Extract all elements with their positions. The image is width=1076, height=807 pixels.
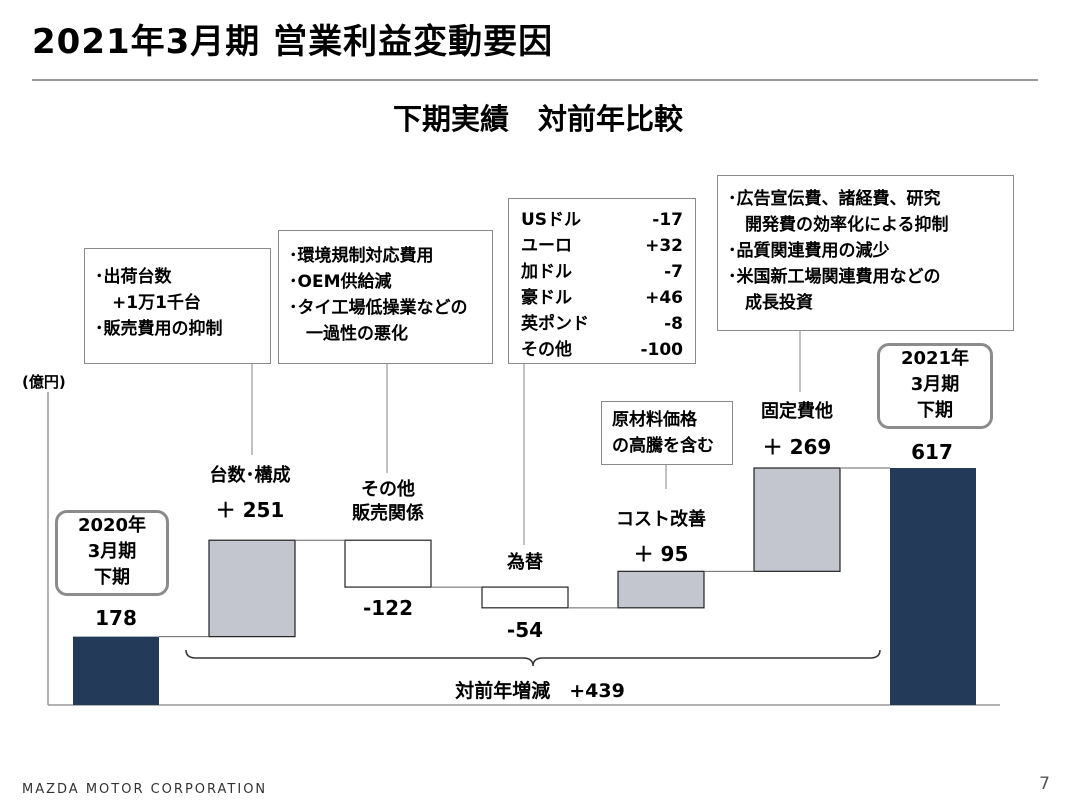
fixed-cost-category-label: 固定費他 xyxy=(761,401,833,422)
fixed-cost-note-line: ･広告宣伝費、諸経費、研究 xyxy=(728,189,941,209)
fx-currency: 豪ドル xyxy=(521,288,572,308)
end-period-box: 2021年 3月期 下期 xyxy=(877,343,993,429)
volume-note-box: ･出荷台数 +1万1千台 ･販売費用の抑制 xyxy=(84,248,271,364)
cost-note-line: 原材料価格 xyxy=(612,410,697,430)
fx-amount: +46 xyxy=(645,288,683,308)
fx-row: 加ドル -7 xyxy=(521,259,683,285)
volume-value-label: ＋ 251 xyxy=(215,498,285,522)
end-box-line: 下期 xyxy=(917,400,953,421)
bar-end-total xyxy=(890,468,976,705)
fx-note-box: USドル -17 ユーロ +32 加ドル -7 豪ドル +46 英ポンド -8 その他 -1… xyxy=(508,198,696,364)
title-divider xyxy=(32,79,1038,81)
bar-increase xyxy=(753,467,841,572)
unit-label: (億円) xyxy=(22,373,66,391)
other-sales-value-label: -122 xyxy=(362,596,414,620)
fx-amount: +32 xyxy=(645,236,683,256)
fixed-cost-value-label: ＋ 269 xyxy=(762,435,832,459)
other-sales-note-line: 一過性の悪化 xyxy=(289,324,408,344)
cost-category-label: コスト改善 xyxy=(616,509,706,530)
start-box-line: 下期 xyxy=(94,567,130,588)
start-period-box: 2020年 3月期 下期 xyxy=(55,510,169,596)
fixed-cost-note-line: ･米国新工場関連費用などの xyxy=(728,267,941,287)
volume-category-label: 台数･構成 xyxy=(209,465,291,486)
fx-category-label: 為替 xyxy=(507,552,543,573)
fx-amount: -17 xyxy=(652,210,683,230)
fixed-cost-note-line: ･品質関連費用の減少 xyxy=(728,241,890,261)
start-box-line: 3月期 xyxy=(87,541,137,562)
other-sales-note-line: ･OEM供給減 xyxy=(289,272,392,292)
bar-increase xyxy=(208,539,296,638)
fx-amount: -7 xyxy=(664,262,683,282)
fx-currency: 英ポンド xyxy=(521,314,589,334)
volume-note-line: ･販売費用の抑制 xyxy=(95,319,223,339)
bar-start-total xyxy=(73,636,159,705)
end-value-label: 617 xyxy=(911,440,953,464)
fx-value-label: -54 xyxy=(506,618,544,642)
start-box-line: 2020年 xyxy=(77,515,147,536)
volume-note-line: ･出荷台数 xyxy=(95,267,172,287)
start-value-label: 178 xyxy=(95,606,137,630)
end-box-line: 3月期 xyxy=(910,374,960,395)
fx-row: その他 -100 xyxy=(521,337,683,363)
other-sales-title-line: その他 xyxy=(361,479,415,500)
fx-currency: 加ドル xyxy=(521,262,572,282)
fixed-cost-note-box: ･広告宣伝費、諸経費、研究 開発費の効率化による抑制 ･品質関連費用の減少 ･米… xyxy=(717,175,1014,331)
other-sales-note-box: ･環境規制対応費用 ･OEM供給減 ･タイ工場低操業などの 一過性の悪化 xyxy=(278,230,493,364)
other-sales-category-label: その他 販売関係 xyxy=(328,478,448,526)
end-box-line: 2021年 xyxy=(900,348,970,369)
other-sales-title-line: 販売関係 xyxy=(352,503,424,524)
fx-currency: ユーロ xyxy=(521,236,572,256)
total-change-label: 対前年増減 +439 xyxy=(455,680,625,702)
total-change-brace xyxy=(185,649,881,667)
fixed-cost-note-line: 開発費の効率化による抑制 xyxy=(728,215,949,235)
cost-note-line: の高騰を含む xyxy=(612,436,714,456)
volume-note-line: +1万1千台 xyxy=(95,293,201,313)
bar-increase xyxy=(617,570,705,609)
cost-value-label: ＋ 95 xyxy=(633,542,689,566)
fx-row: 英ポンド -8 xyxy=(521,311,683,337)
company-footer: MAZDA MOTOR CORPORATION xyxy=(22,782,268,797)
other-sales-note-line: ･タイ工場低操業などの xyxy=(289,298,468,318)
bar-decrease xyxy=(481,586,569,609)
fx-currency: その他 xyxy=(521,340,572,360)
fx-row: 豪ドル +46 xyxy=(521,285,683,311)
fx-row: ユーロ +32 xyxy=(521,233,683,259)
cost-note-box: 原材料価格 の高騰を含む xyxy=(601,401,733,465)
page-title: 2021年3月期 営業利益変動要因 xyxy=(32,22,554,62)
bar-decrease xyxy=(344,539,432,588)
page-subtitle: 下期実績 対前年比較 xyxy=(392,102,683,136)
fx-row: USドル -17 xyxy=(521,207,683,233)
fx-amount: -100 xyxy=(640,340,683,360)
page-number: 7 xyxy=(1039,774,1050,794)
other-sales-note-line: ･環境規制対応費用 xyxy=(289,246,434,266)
fx-amount: -8 xyxy=(664,314,683,334)
fx-currency: USドル xyxy=(521,210,582,230)
fixed-cost-note-line: 成長投資 xyxy=(728,293,813,313)
